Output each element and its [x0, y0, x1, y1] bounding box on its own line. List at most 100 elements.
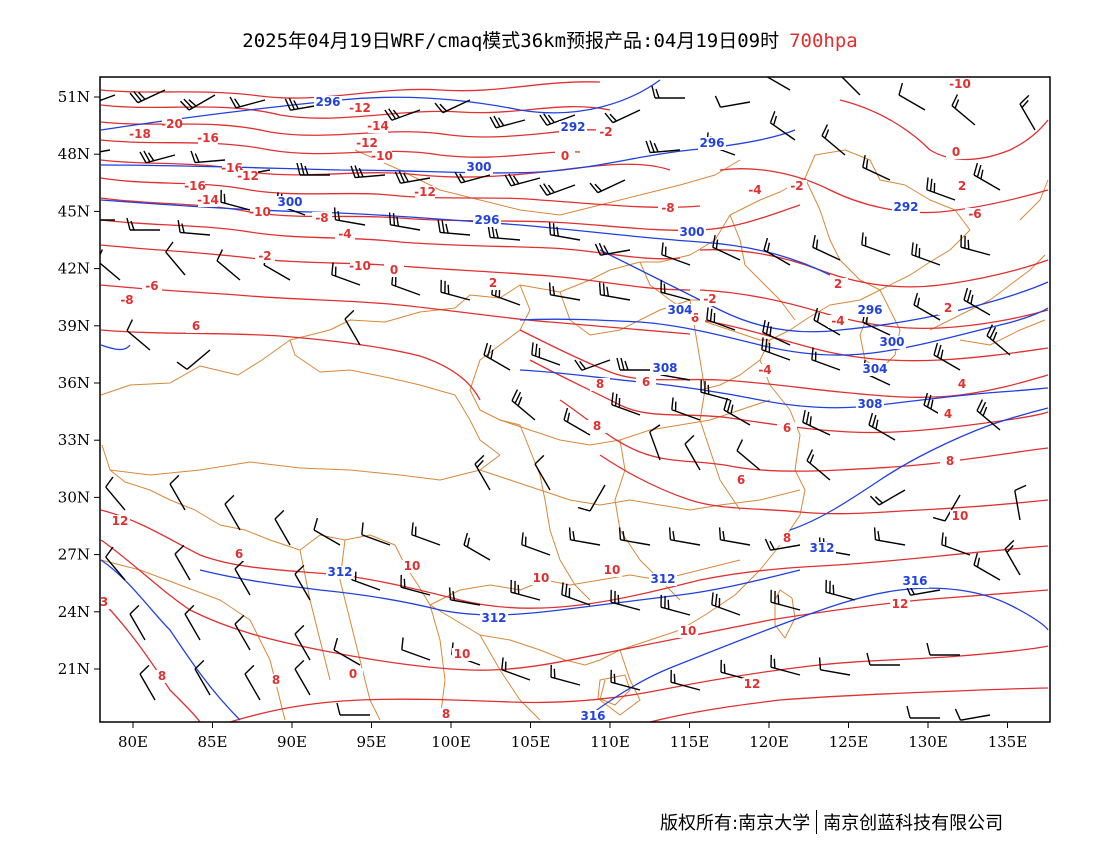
isotherm-label-bg — [658, 202, 678, 215]
china-border — [100, 149, 971, 666]
height-contour — [100, 79, 661, 131]
wind-barb — [906, 705, 940, 719]
wind-barb — [736, 439, 761, 471]
isotherm-label-bg — [938, 408, 958, 421]
wind-barb — [539, 113, 576, 126]
mongolia-border — [354, 149, 741, 216]
lat-label: 27N — [58, 546, 90, 564]
wind-barb — [548, 222, 581, 241]
wind-barb — [177, 220, 211, 236]
wind-barb — [394, 170, 431, 184]
isotherm-label: 8 — [593, 419, 601, 433]
wind-barb — [706, 307, 736, 331]
wind-barb — [913, 292, 941, 321]
isotherm — [699, 289, 1049, 329]
height-label-bg — [861, 363, 889, 376]
wind-barb — [539, 183, 576, 196]
province-boundaries — [100, 149, 1049, 721]
wind-barb — [489, 115, 526, 129]
wind-barb — [770, 654, 801, 676]
height-contour-label: 300 — [277, 195, 302, 209]
isotherm-label-bg — [357, 137, 377, 150]
isotherm-label-bg — [350, 260, 370, 273]
lon-label: 85E — [197, 733, 227, 751]
isotherm-label: -10 — [249, 205, 271, 219]
isotherm-label-bg — [940, 455, 960, 468]
wind-barb — [294, 624, 311, 661]
southeast-asia — [299, 539, 541, 721]
wind-barb — [960, 234, 991, 256]
wind-barb — [684, 434, 701, 471]
isotherm-label-bg — [452, 648, 472, 661]
isotherm-label-bg — [415, 186, 435, 199]
isotherm-label: 6 — [235, 547, 243, 561]
isotherm-label: 10 — [604, 563, 621, 577]
province-line — [469, 284, 531, 426]
wind-barb — [973, 162, 1001, 191]
height-label-bg — [678, 226, 706, 239]
isotherm — [519, 329, 1049, 398]
wind-barb — [1014, 484, 1027, 521]
wind-barb — [670, 669, 701, 691]
province-line — [689, 299, 741, 511]
wind-barb — [220, 189, 251, 211]
title-main: 2025年04月19日WRF/cmaq模式36km预报产品:04月19日09时 — [242, 30, 780, 52]
wind-barb — [229, 96, 266, 109]
height-label-bg — [878, 336, 906, 349]
isotherm-label: -16 — [197, 131, 219, 145]
wind-barb — [561, 582, 591, 606]
wind-barb — [811, 347, 841, 371]
province-line — [429, 559, 741, 606]
lon-label: 90E — [277, 733, 307, 751]
wind-barb — [769, 110, 796, 141]
height-label-bg — [651, 362, 679, 375]
isotherm-label-bg — [250, 206, 270, 219]
isotherm-label-bg — [950, 510, 970, 523]
isotherm-label: -4 — [831, 314, 844, 328]
height-contour-label: 304 — [667, 303, 692, 317]
height-label-bg — [892, 201, 920, 214]
wind-barb — [711, 592, 741, 616]
isotherm-label: -8 — [120, 293, 133, 307]
lat-label: 39N — [58, 317, 90, 335]
isotherm-label: -2 — [258, 249, 271, 263]
wind-barb — [802, 410, 831, 436]
isotherm-label-bg — [343, 668, 363, 681]
wind-barb — [761, 337, 791, 361]
wind-barb — [184, 604, 201, 641]
wind-barb — [333, 207, 366, 226]
isotherm-label-bg — [828, 278, 848, 291]
wind-barb — [1004, 539, 1021, 576]
wind-barb — [129, 604, 146, 641]
wind-barb — [463, 532, 491, 561]
height-contour — [789, 407, 1049, 531]
isotherm-label: -16 — [221, 161, 243, 175]
height-contour — [599, 249, 1049, 333]
wind-barb — [448, 587, 481, 606]
wind-barb — [400, 574, 431, 596]
wind-barb — [568, 527, 601, 546]
wind-barb — [1019, 94, 1036, 131]
isotherm-label: 8 — [158, 669, 166, 683]
footer-copyright: 版权所有:南京大学 — [660, 813, 811, 834]
isotherm — [100, 509, 1049, 609]
isotherm-label-bg — [952, 378, 972, 391]
isotherm-label: 12 — [112, 514, 129, 528]
isotherm-label: 6 — [192, 319, 200, 333]
isotherm — [559, 399, 1049, 472]
wind-barb — [869, 489, 906, 506]
wind-barb — [932, 494, 961, 522]
wind-barb — [649, 424, 661, 461]
wind-barb — [611, 392, 641, 416]
wind-barb — [651, 85, 685, 99]
lat-axis: 51N 48N 45N 42N 39N 36N 33N 30N 27N 24N 21N — [58, 88, 100, 678]
wind-barb — [331, 262, 361, 286]
footer-separator — [816, 810, 818, 834]
wind-barb — [973, 552, 1001, 581]
height-label-bg — [326, 566, 354, 579]
hainan-outline — [597, 674, 631, 706]
wind-barb — [873, 527, 906, 546]
wind-barb — [165, 241, 186, 276]
wind-barb — [866, 652, 900, 666]
map-title: 2025年04月19日WRF/cmaq模式36km预报产品:04月19日09时 7… — [0, 26, 1100, 53]
